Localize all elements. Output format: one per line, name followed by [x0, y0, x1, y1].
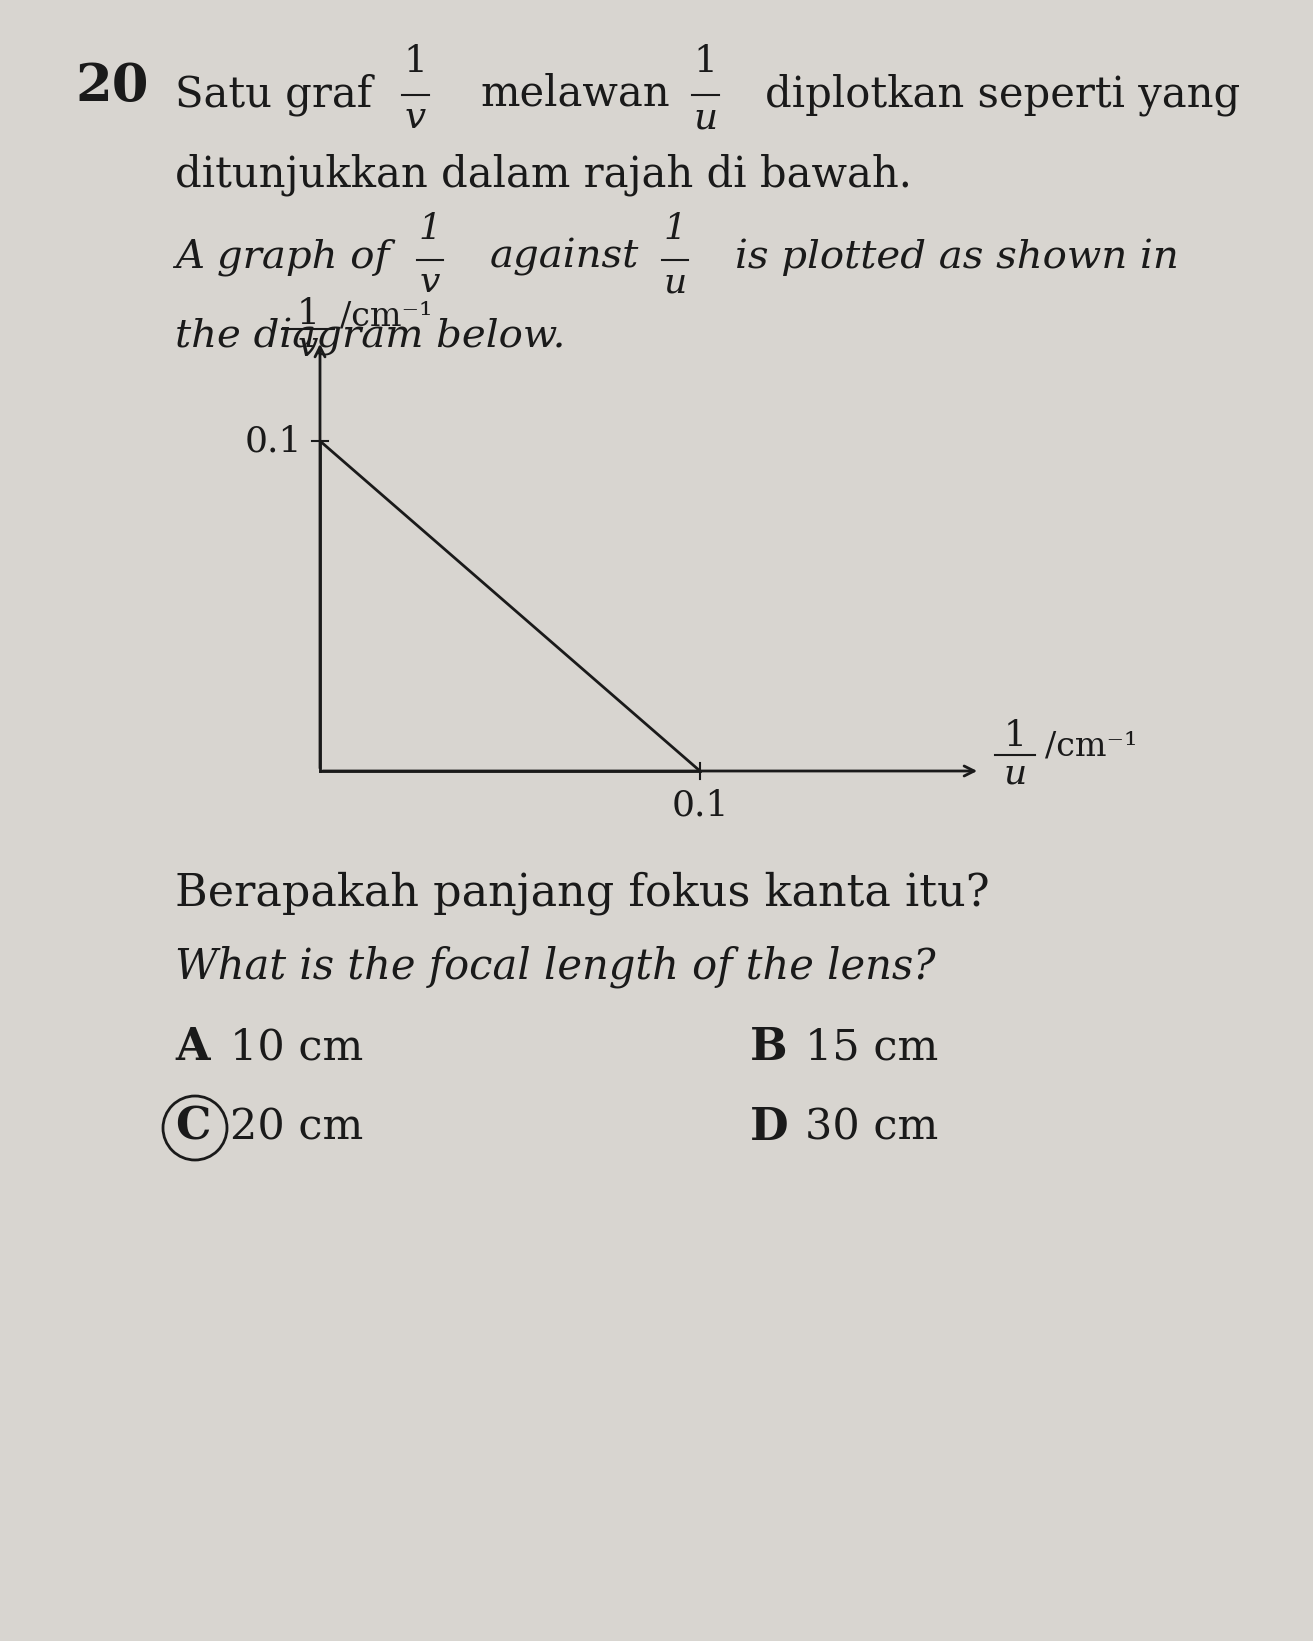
Text: D: D	[750, 1106, 789, 1149]
Text: 15 cm: 15 cm	[805, 1026, 939, 1068]
Text: 0.1: 0.1	[671, 789, 729, 824]
Text: B: B	[750, 1026, 788, 1068]
Text: melawan: melawan	[481, 72, 670, 115]
Text: 1: 1	[1003, 719, 1027, 753]
Text: 20 cm: 20 cm	[230, 1106, 364, 1149]
Text: the diagram below.: the diagram below.	[175, 318, 566, 356]
Text: 20: 20	[75, 61, 148, 112]
Text: /cm⁻¹: /cm⁻¹	[1045, 730, 1137, 761]
Text: 1: 1	[693, 44, 717, 80]
Text: 1: 1	[663, 212, 687, 246]
Text: C: C	[175, 1106, 210, 1149]
Text: v: v	[420, 266, 440, 299]
Text: What is the focal length of the lens?: What is the focal length of the lens?	[175, 945, 936, 988]
Text: u: u	[693, 100, 717, 136]
Text: /cm⁻¹: /cm⁻¹	[340, 300, 432, 331]
Text: 1: 1	[297, 297, 319, 331]
Text: u: u	[663, 266, 687, 299]
Text: A: A	[175, 1026, 210, 1068]
Text: 10 cm: 10 cm	[230, 1026, 364, 1068]
Text: ditunjukkan dalam rajah di bawah.: ditunjukkan dalam rajah di bawah.	[175, 153, 911, 195]
Text: Satu graf: Satu graf	[175, 72, 372, 115]
Text: Berapakah panjang fokus kanta itu?: Berapakah panjang fokus kanta itu?	[175, 871, 990, 914]
Text: is plotted as shown in: is plotted as shown in	[735, 238, 1179, 276]
Text: 30 cm: 30 cm	[805, 1106, 939, 1149]
Text: against: against	[490, 238, 639, 276]
Text: A graph of: A graph of	[175, 238, 390, 276]
Text: v: v	[404, 100, 425, 136]
Text: u: u	[1003, 757, 1027, 791]
Text: 0.1: 0.1	[244, 423, 302, 458]
Text: 1: 1	[403, 44, 427, 80]
Text: v: v	[298, 328, 318, 363]
Text: diplotkan seperti yang: diplotkan seperti yang	[765, 72, 1241, 115]
Text: 1: 1	[419, 212, 441, 246]
